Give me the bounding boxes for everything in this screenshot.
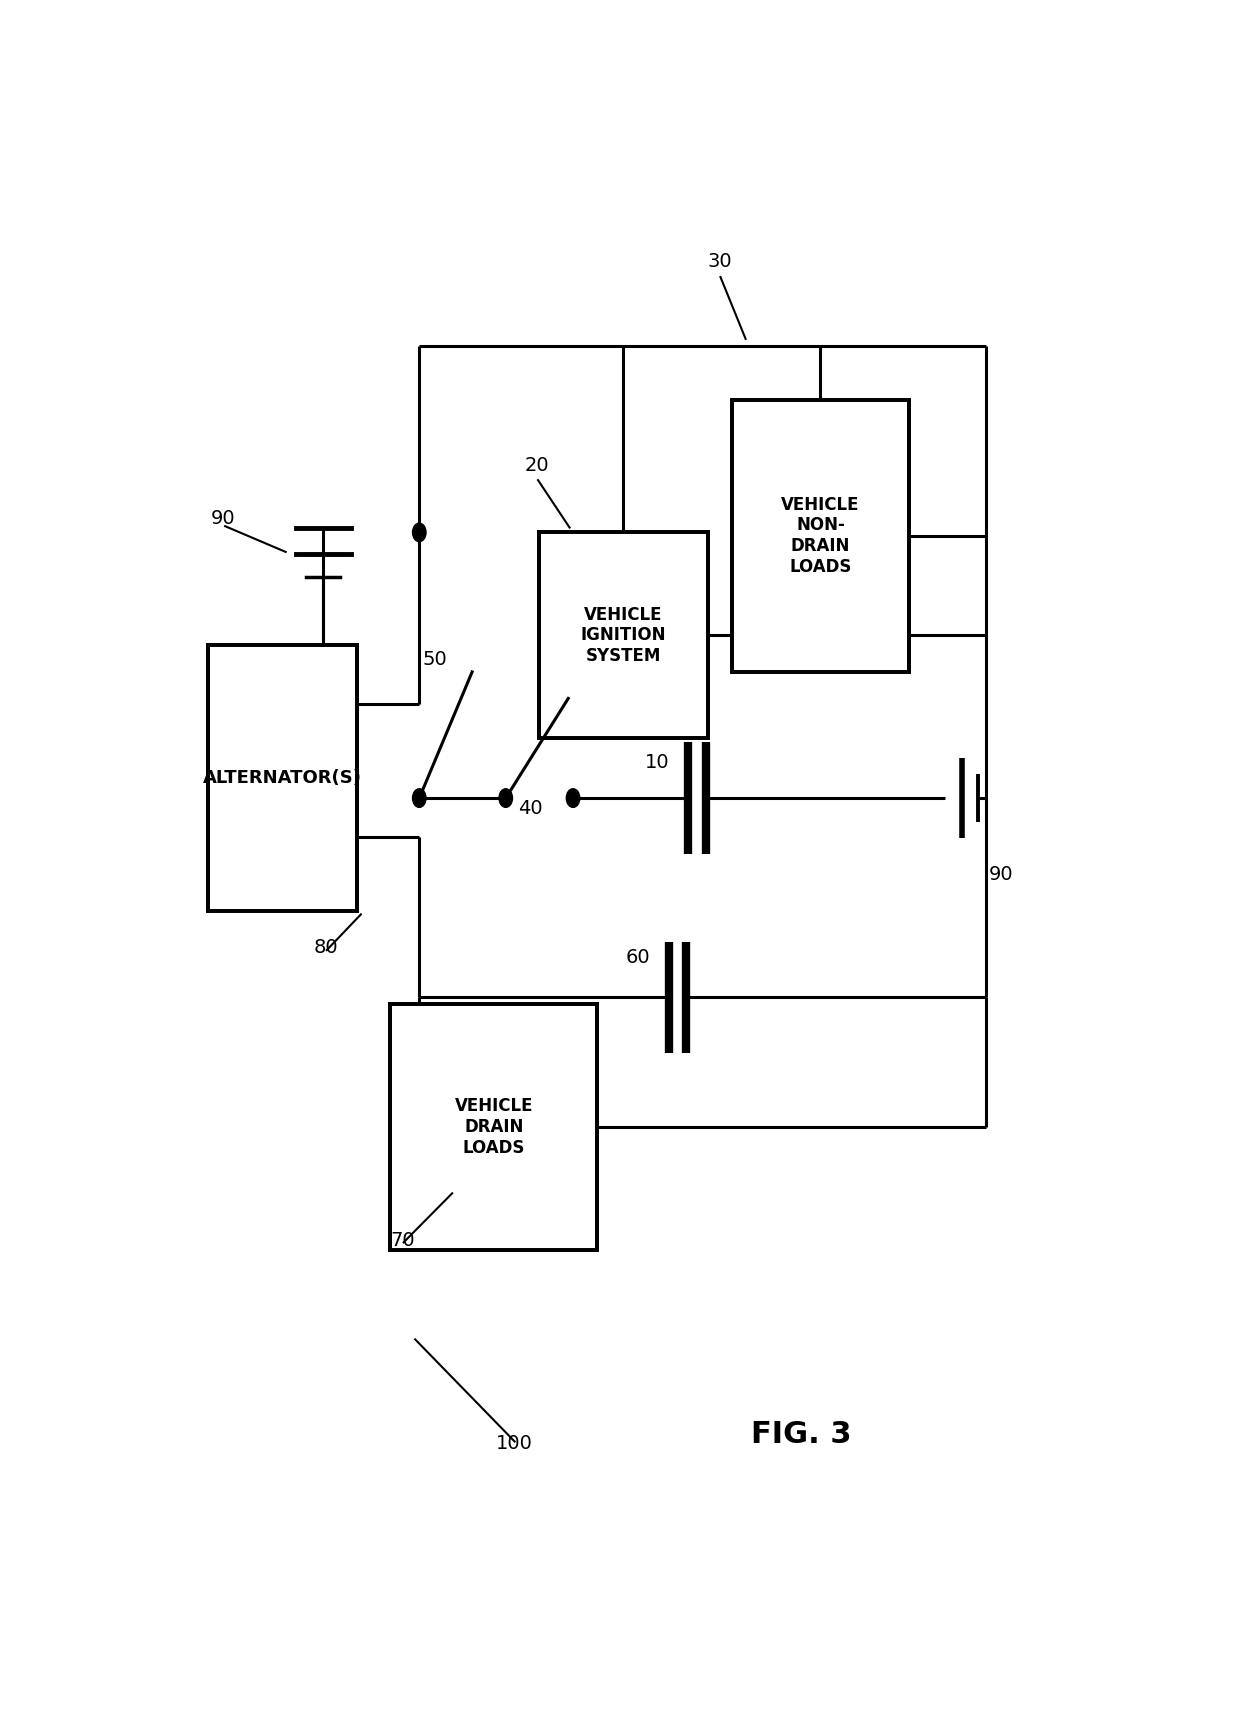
- Text: 20: 20: [525, 457, 549, 476]
- Circle shape: [567, 788, 580, 807]
- Text: 90: 90: [211, 509, 236, 528]
- Text: 80: 80: [314, 938, 339, 957]
- Bar: [539, 533, 708, 738]
- Text: 70: 70: [391, 1230, 415, 1249]
- Text: FIG. 3: FIG. 3: [751, 1420, 852, 1449]
- Circle shape: [498, 788, 512, 807]
- Text: VEHICLE
NON-
DRAIN
LOADS: VEHICLE NON- DRAIN LOADS: [781, 495, 859, 576]
- Bar: [732, 400, 909, 673]
- Text: 50: 50: [422, 650, 446, 669]
- Text: 90: 90: [990, 866, 1014, 885]
- Text: 30: 30: [708, 252, 732, 271]
- Text: 10: 10: [645, 752, 670, 771]
- Circle shape: [413, 523, 427, 542]
- Bar: [208, 645, 357, 911]
- Text: 60: 60: [626, 947, 651, 966]
- Text: 100: 100: [496, 1433, 533, 1452]
- Bar: [391, 1004, 596, 1249]
- Text: 40: 40: [518, 799, 543, 818]
- Text: ALTERNATOR(S): ALTERNATOR(S): [203, 769, 362, 787]
- Circle shape: [413, 788, 427, 807]
- Text: VEHICLE
IGNITION
SYSTEM: VEHICLE IGNITION SYSTEM: [580, 605, 666, 666]
- Text: VEHICLE
DRAIN
LOADS: VEHICLE DRAIN LOADS: [455, 1097, 533, 1157]
